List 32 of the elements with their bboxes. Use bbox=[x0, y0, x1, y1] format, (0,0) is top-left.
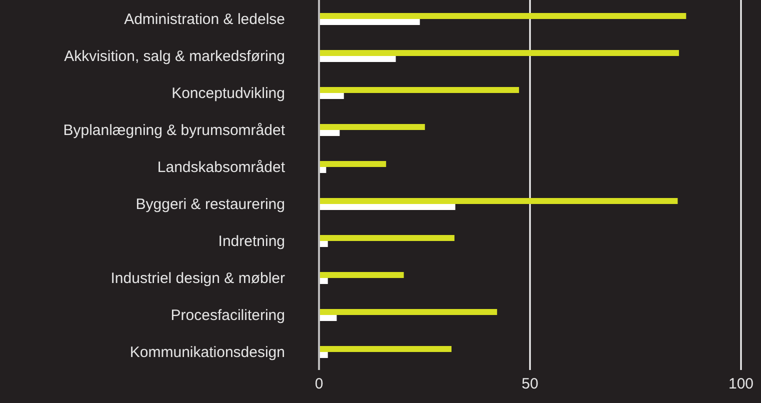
y-tick-label: Administration & ledelse bbox=[124, 10, 285, 28]
y-tick-label: Byggeri & restaurering bbox=[136, 196, 285, 213]
x-tick-label: 100 bbox=[728, 376, 754, 393]
y-tick-label: Industriel design & møbler bbox=[110, 270, 285, 287]
y-tick-label: Procesfacilitering bbox=[170, 306, 285, 324]
bar bbox=[319, 56, 396, 62]
bar bbox=[319, 235, 454, 241]
y-tick-label: Landskabsområdet bbox=[157, 158, 286, 176]
bar bbox=[319, 352, 328, 358]
bar bbox=[319, 19, 420, 25]
bar bbox=[319, 87, 520, 93]
x-tick-label: 0 bbox=[314, 376, 324, 393]
x-tick-label: 50 bbox=[522, 376, 538, 393]
bar bbox=[319, 315, 337, 321]
y-tick-label: Konceptudvikling bbox=[172, 84, 285, 102]
bar bbox=[319, 278, 328, 284]
y-tick-label: Akkvisition, salg & markedsføring bbox=[64, 48, 285, 65]
bar bbox=[319, 13, 686, 19]
bar bbox=[319, 93, 344, 99]
y-tick-label: Indretning bbox=[218, 232, 285, 250]
bar bbox=[319, 198, 678, 204]
bar bbox=[319, 130, 340, 136]
bar bbox=[319, 204, 456, 210]
bar bbox=[319, 50, 679, 56]
y-tick-label: Byplanlægning & byrumsområdet bbox=[63, 122, 286, 139]
bar bbox=[319, 346, 452, 352]
bar bbox=[319, 272, 404, 278]
bar bbox=[319, 161, 386, 167]
bar bbox=[319, 241, 328, 247]
bar bbox=[319, 309, 498, 315]
bar bbox=[319, 124, 425, 130]
y-tick-label: Kommunikationsdesign bbox=[130, 344, 285, 361]
